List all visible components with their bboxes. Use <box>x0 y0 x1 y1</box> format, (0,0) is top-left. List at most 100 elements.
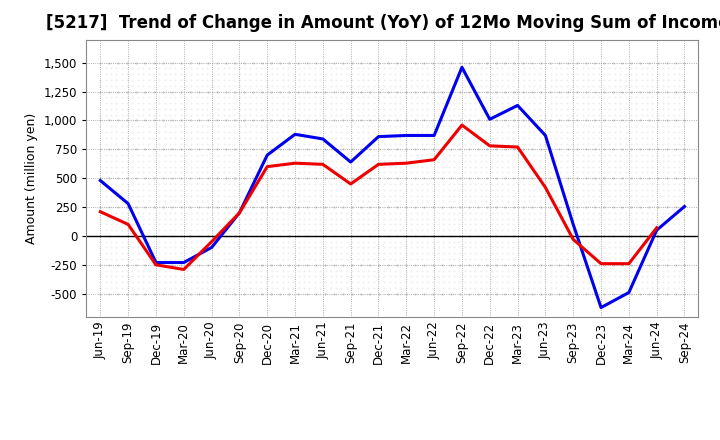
Point <box>486 105 498 112</box>
Point <box>652 146 663 153</box>
Point <box>164 169 176 176</box>
Point <box>148 198 160 205</box>
Point <box>191 175 202 182</box>
Point <box>400 77 412 84</box>
Point <box>652 215 663 222</box>
Point <box>421 227 433 234</box>
Point <box>223 123 235 130</box>
Point <box>164 94 176 101</box>
Point <box>679 146 690 153</box>
Point <box>400 82 412 89</box>
Point <box>94 209 106 216</box>
Point <box>513 261 524 268</box>
Point <box>410 192 422 199</box>
Point <box>662 134 674 141</box>
Point <box>148 82 160 89</box>
Point <box>614 111 626 118</box>
Point <box>432 244 444 251</box>
Point <box>523 238 535 245</box>
Point <box>282 290 294 297</box>
Point <box>609 169 621 176</box>
Point <box>566 82 577 89</box>
Net Income <box>374 161 383 167</box>
Point <box>528 204 540 211</box>
Point <box>194 59 205 66</box>
Point <box>625 117 636 124</box>
Point <box>631 215 642 222</box>
Point <box>421 163 433 170</box>
Point <box>652 123 663 130</box>
Point <box>668 65 680 72</box>
Point <box>218 198 230 205</box>
Point <box>250 250 261 257</box>
Point <box>609 105 621 112</box>
Point <box>588 82 599 89</box>
Point <box>657 227 669 234</box>
Point <box>550 227 562 234</box>
Ordinary Income <box>291 132 300 137</box>
Point <box>180 261 192 268</box>
Point <box>330 169 342 176</box>
Point <box>620 186 631 193</box>
Point <box>679 261 690 268</box>
Point <box>550 215 562 222</box>
Point <box>539 82 551 89</box>
Point <box>153 59 165 66</box>
Point <box>325 250 336 257</box>
Point <box>328 146 340 153</box>
Point <box>459 186 470 193</box>
Point <box>309 105 320 112</box>
Point <box>94 232 106 239</box>
Point <box>223 105 235 112</box>
Point <box>438 261 449 268</box>
Point <box>400 232 412 239</box>
Point <box>561 169 572 176</box>
Ordinary Income <box>318 136 327 142</box>
Point <box>368 94 379 101</box>
Point <box>191 117 202 124</box>
Point <box>502 158 513 165</box>
Point <box>212 192 224 199</box>
Point <box>636 279 647 286</box>
Point <box>271 221 283 228</box>
Point <box>373 180 384 187</box>
Point <box>416 180 428 187</box>
Point <box>309 227 320 234</box>
Point <box>148 163 160 170</box>
Point <box>545 284 557 291</box>
Point <box>555 238 567 245</box>
Point <box>603 192 615 199</box>
Point <box>459 158 470 165</box>
Point <box>239 158 251 165</box>
Point <box>607 204 618 211</box>
Point <box>325 279 336 286</box>
Point <box>122 221 133 228</box>
Point <box>298 158 310 165</box>
Point <box>539 123 551 130</box>
Point <box>518 198 529 205</box>
Point <box>390 169 401 176</box>
Point <box>320 204 331 211</box>
Point <box>421 82 433 89</box>
Point <box>266 140 278 147</box>
Point <box>191 128 202 136</box>
Point <box>464 163 476 170</box>
Point <box>416 227 428 234</box>
Point <box>266 158 278 165</box>
Point <box>379 209 390 216</box>
Point <box>502 117 513 124</box>
Point <box>464 146 476 153</box>
Point <box>111 146 122 153</box>
Point <box>486 209 498 216</box>
Point <box>561 65 572 72</box>
Point <box>652 180 663 187</box>
Point <box>432 256 444 263</box>
Point <box>143 163 154 170</box>
Point <box>647 163 658 170</box>
Point <box>497 273 508 280</box>
Point <box>432 204 444 211</box>
Point <box>111 169 122 176</box>
Point <box>111 88 122 95</box>
Point <box>202 209 213 216</box>
Point <box>571 232 582 239</box>
